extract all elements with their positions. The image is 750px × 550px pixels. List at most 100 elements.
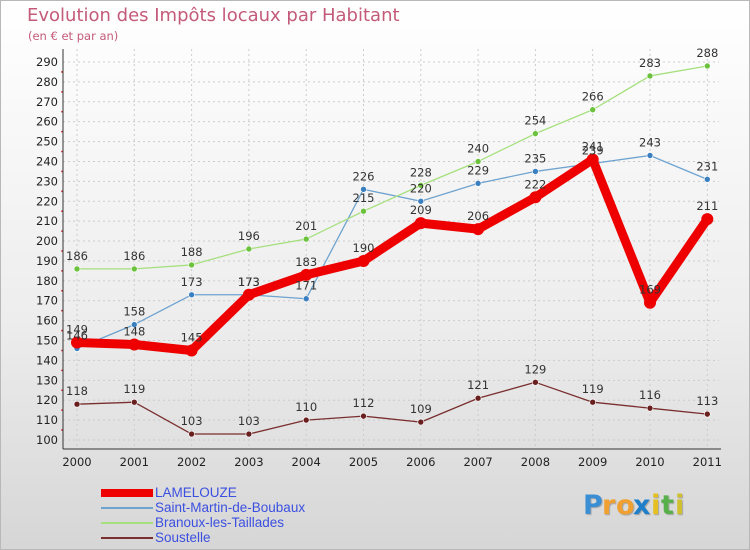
x-tick-label: 2008 — [521, 455, 550, 469]
data-point-saint-martin-de-boubaux — [417, 197, 425, 205]
data-label-branoux-les-taillades: 201 — [295, 219, 317, 233]
data-point-lamelouze — [644, 296, 656, 309]
data-label-branoux-les-taillades: 283 — [639, 56, 661, 70]
y-minor-tick — [61, 309, 63, 312]
legend-swatch — [101, 522, 153, 524]
data-label-lamelouze: 241 — [582, 139, 604, 153]
data-label-saint-martin-de-boubaux: 243 — [639, 136, 661, 150]
y-tick-label: 170 — [36, 294, 58, 308]
data-point-soustelle — [73, 400, 81, 408]
logo-letter: i — [651, 490, 661, 521]
y-tick-label: 200 — [36, 234, 58, 248]
data-point-branoux-les-taillades — [302, 235, 310, 243]
data-point-saint-martin-de-boubaux — [360, 186, 367, 193]
data-label-soustelle: 103 — [238, 414, 260, 428]
data-label-soustelle: 118 — [66, 384, 88, 398]
data-label-branoux-les-taillades: 254 — [524, 114, 546, 128]
y-tick-label: 100 — [36, 433, 58, 447]
data-point-lamelouze — [71, 336, 83, 349]
data-label-lamelouze: 209 — [410, 203, 432, 217]
y-minor-tick — [61, 71, 63, 73]
series-line-lamelouze — [72, 154, 712, 355]
y-minor-tick — [61, 110, 63, 113]
series-line-saint-martin-de-boubaux — [76, 154, 708, 350]
y-tick-label: 140 — [36, 353, 58, 367]
data-label-soustelle: 110 — [295, 400, 317, 414]
data-point-soustelle — [131, 398, 138, 406]
data-point-soustelle — [646, 404, 654, 412]
y-minor-tick — [61, 150, 63, 153]
x-tick-label: 2006 — [406, 455, 435, 469]
y-tick-label: 180 — [36, 274, 58, 288]
data-label-saint-martin-de-boubaux: 235 — [524, 151, 546, 165]
data-point-saint-martin-de-boubaux — [703, 176, 711, 183]
logo-letter: i — [675, 490, 685, 521]
data-point-soustelle — [302, 416, 310, 424]
logo-letter: x — [633, 490, 651, 521]
y-tick-label: 250 — [36, 135, 58, 149]
y-tick-label: 270 — [36, 95, 58, 109]
data-label-lamelouze: 222 — [524, 177, 546, 191]
data-label-branoux-les-taillades: 186 — [123, 249, 145, 263]
data-point-soustelle — [589, 398, 597, 406]
data-point-lamelouze — [357, 254, 370, 267]
y-minor-tick — [61, 389, 63, 392]
x-tick-label: 2003 — [234, 455, 263, 469]
data-label-soustelle: 116 — [639, 388, 661, 402]
x-tick-label: 2005 — [349, 455, 378, 469]
y-minor-tick — [61, 349, 63, 352]
data-point-lamelouze — [242, 288, 255, 301]
data-point-saint-martin-de-boubaux — [474, 180, 482, 187]
logo-letter: P — [583, 490, 603, 521]
x-tick-label: 2011 — [693, 455, 722, 469]
data-point-branoux-les-taillades — [646, 72, 654, 80]
data-point-lamelouze — [414, 217, 427, 230]
data-point-soustelle — [703, 410, 711, 418]
data-point-lamelouze — [586, 153, 599, 166]
data-point-soustelle — [360, 412, 367, 420]
data-point-soustelle — [417, 418, 425, 426]
data-label-saint-martin-de-boubaux: 173 — [181, 275, 203, 289]
y-tick-label: 290 — [36, 55, 58, 69]
y-minor-tick — [61, 250, 63, 252]
data-point-branoux-les-taillades — [589, 106, 597, 114]
data-label-soustelle: 112 — [353, 396, 375, 410]
y-tick-label: 210 — [36, 214, 58, 228]
data-point-saint-martin-de-boubaux — [131, 321, 138, 328]
data-label-lamelouze: 183 — [295, 255, 317, 269]
data-label-branoux-les-taillades: 196 — [238, 229, 260, 243]
data-label-lamelouze: 173 — [238, 275, 260, 289]
y-tick-label: 130 — [36, 373, 58, 387]
y-tick-label: 240 — [36, 154, 58, 168]
y-tick-label: 150 — [36, 334, 58, 348]
data-label-lamelouze: 169 — [639, 283, 661, 297]
data-point-branoux-les-taillades — [131, 265, 138, 273]
x-tick-label: 2002 — [177, 455, 206, 469]
data-label-soustelle: 129 — [524, 362, 546, 376]
data-point-lamelouze — [128, 338, 141, 351]
data-label-branoux-les-taillades: 215 — [353, 191, 375, 205]
data-label-soustelle: 109 — [410, 402, 432, 416]
data-point-lamelouze — [529, 191, 542, 204]
data-label-lamelouze: 148 — [123, 325, 145, 339]
data-point-soustelle — [245, 430, 253, 438]
x-tick-label: 2000 — [62, 455, 91, 469]
x-tick-label: 2004 — [292, 455, 321, 469]
y-tick-label: 110 — [36, 413, 58, 427]
data-point-branoux-les-taillades — [245, 245, 253, 253]
data-label-lamelouze: 145 — [181, 330, 203, 344]
data-label-branoux-les-taillades: 288 — [696, 46, 718, 60]
data-point-soustelle — [188, 430, 195, 438]
data-point-branoux-les-taillades — [188, 261, 195, 269]
y-minor-tick — [61, 329, 63, 332]
data-label-branoux-les-taillades: 266 — [582, 90, 604, 104]
data-label-saint-martin-de-boubaux: 229 — [467, 163, 489, 177]
y-tick-label: 260 — [36, 115, 58, 129]
legend-label: Saint-Martin-de-Boubaux — [155, 500, 306, 515]
chart-title: Evolution des Impôts locaux par Habitant — [27, 5, 400, 26]
data-point-branoux-les-taillades — [360, 207, 367, 215]
data-label-soustelle: 121 — [467, 378, 489, 392]
